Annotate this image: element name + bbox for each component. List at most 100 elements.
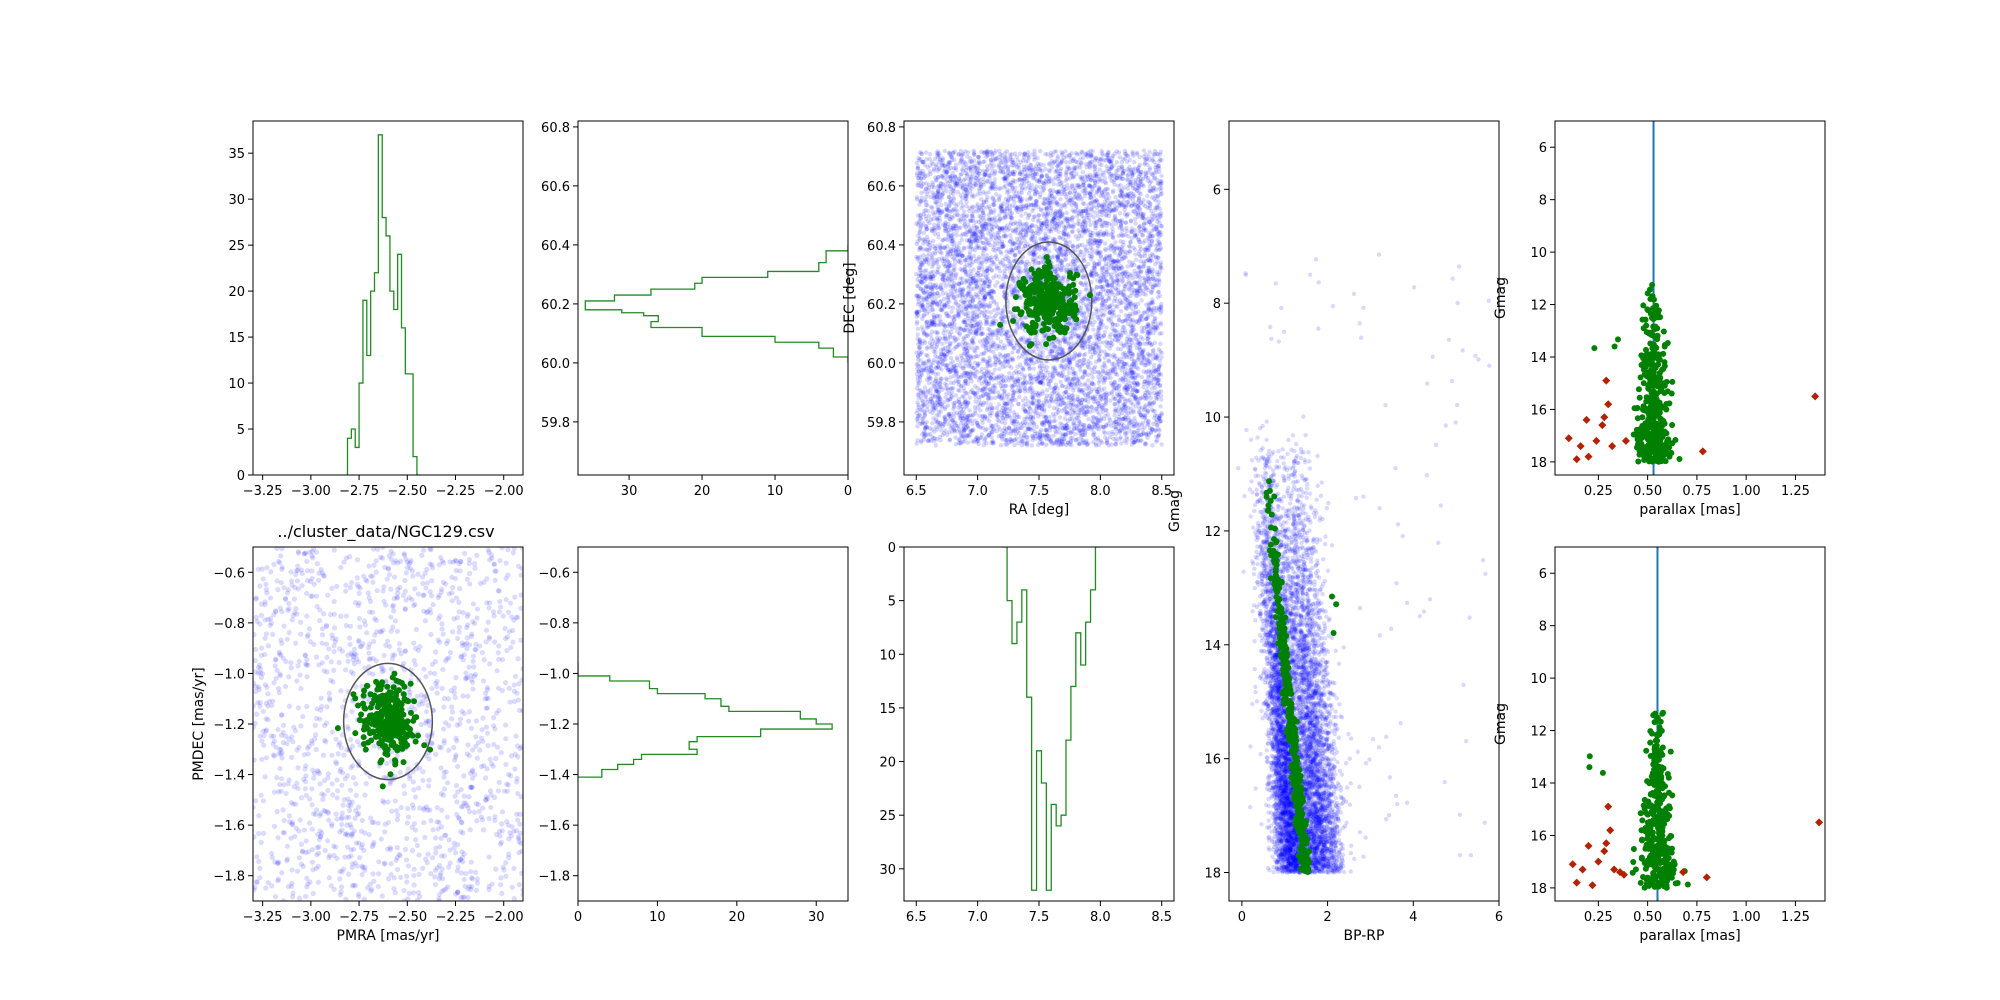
field-star-point <box>916 413 922 418</box>
field-star-point <box>1151 347 1156 353</box>
field-star-point <box>1043 236 1049 241</box>
field-star-point <box>1129 177 1134 182</box>
field-star-point <box>1080 201 1086 206</box>
field-star-point <box>1011 240 1016 245</box>
field-star-point <box>1057 235 1062 240</box>
field-star-point <box>979 261 984 266</box>
field-star-point <box>1062 436 1067 442</box>
field-star-point <box>1034 179 1040 184</box>
field-star-point <box>1080 282 1085 287</box>
field-star-point <box>996 424 1001 430</box>
field-star-point <box>993 360 998 365</box>
field-star-point <box>1132 202 1138 208</box>
field-star-point <box>1056 442 1061 448</box>
field-star-point <box>933 376 939 381</box>
field-star-point <box>964 232 969 238</box>
field-star-point <box>1039 370 1044 375</box>
field-star-point <box>1012 418 1018 424</box>
field-star-point <box>966 342 971 348</box>
field-star-point <box>916 402 921 408</box>
field-star-point <box>984 168 990 173</box>
field-star-point <box>993 148 998 154</box>
field-star-point <box>971 267 976 272</box>
field-star-point <box>1118 289 1124 295</box>
field-star-point <box>964 373 969 379</box>
y-tick-label: 60.0 <box>541 357 570 372</box>
field-star-point <box>965 303 971 309</box>
field-star-point <box>1002 353 1008 359</box>
field-star-point <box>1059 398 1064 403</box>
field-star-point <box>924 424 929 429</box>
field-star-point <box>1077 162 1082 168</box>
field-star-point <box>1067 166 1072 172</box>
field-star-point <box>1156 363 1162 369</box>
field-star-point <box>1141 413 1147 418</box>
field-star-point <box>971 234 976 239</box>
field-star-point <box>1100 294 1105 299</box>
field-star-point <box>1072 385 1077 390</box>
field-star-point <box>1012 287 1018 293</box>
field-star-point <box>1042 196 1048 202</box>
field-star-point <box>1132 247 1138 252</box>
field-star-point <box>1088 192 1093 197</box>
field-star-point <box>984 318 989 323</box>
field-star-point <box>1009 374 1015 379</box>
field-star-point <box>942 245 947 250</box>
field-star-point <box>1093 226 1098 231</box>
field-star-point <box>1044 173 1049 178</box>
field-star-point <box>1079 234 1084 239</box>
field-star-point <box>1109 442 1114 447</box>
field-star-point <box>1090 250 1096 255</box>
field-star-point <box>1063 225 1068 231</box>
field-star-point <box>1118 417 1123 422</box>
field-star-point <box>1158 322 1164 327</box>
field-star-point <box>1005 338 1011 344</box>
field-star-point <box>1061 358 1066 363</box>
field-star-point <box>992 367 998 372</box>
field-star-point <box>978 218 983 223</box>
field-star-point <box>1143 292 1148 297</box>
field-star-point <box>989 227 995 232</box>
field-star-point <box>916 247 922 253</box>
field-star-point <box>1139 298 1144 303</box>
field-star-point <box>1113 221 1119 227</box>
field-star-point <box>983 259 989 264</box>
field-star-point <box>949 278 955 284</box>
field-star-point <box>1000 311 1005 317</box>
field-star-point <box>1037 254 1043 260</box>
field-star-point <box>1085 307 1091 312</box>
field-star-point <box>1003 383 1008 388</box>
field-star-point <box>992 307 997 313</box>
field-star-point <box>1086 424 1092 429</box>
field-star-point <box>1028 185 1033 191</box>
field-star-point <box>944 189 949 194</box>
field-star-point <box>995 390 1001 395</box>
field-star-point <box>1153 427 1158 433</box>
field-star-point <box>992 208 997 213</box>
field-star-point <box>927 152 933 157</box>
field-star-point <box>1115 183 1121 189</box>
field-star-point <box>991 315 996 320</box>
field-star-point <box>957 160 963 166</box>
field-star-point <box>1117 436 1123 441</box>
field-star-point <box>1128 229 1134 235</box>
field-star-point <box>1009 337 1015 343</box>
field-star-point <box>1002 229 1007 234</box>
y-tick-label: 60.8 <box>541 121 570 136</box>
field-star-point <box>1132 227 1137 233</box>
field-star-point <box>1158 310 1163 316</box>
field-star-point <box>990 405 995 411</box>
field-star-point <box>1022 382 1028 387</box>
field-star-point <box>933 330 938 335</box>
field-star-point <box>935 331 940 336</box>
field-star-point <box>984 278 990 283</box>
field-star-point <box>1120 319 1125 325</box>
field-star-point <box>1032 151 1038 157</box>
field-star-point <box>1141 148 1147 153</box>
field-star-point <box>1062 365 1067 370</box>
field-star-point <box>1135 270 1140 275</box>
field-star-point <box>987 303 993 309</box>
field-star-point <box>1074 190 1079 196</box>
field-star-point <box>1151 363 1157 368</box>
field-star-point <box>1023 186 1028 191</box>
